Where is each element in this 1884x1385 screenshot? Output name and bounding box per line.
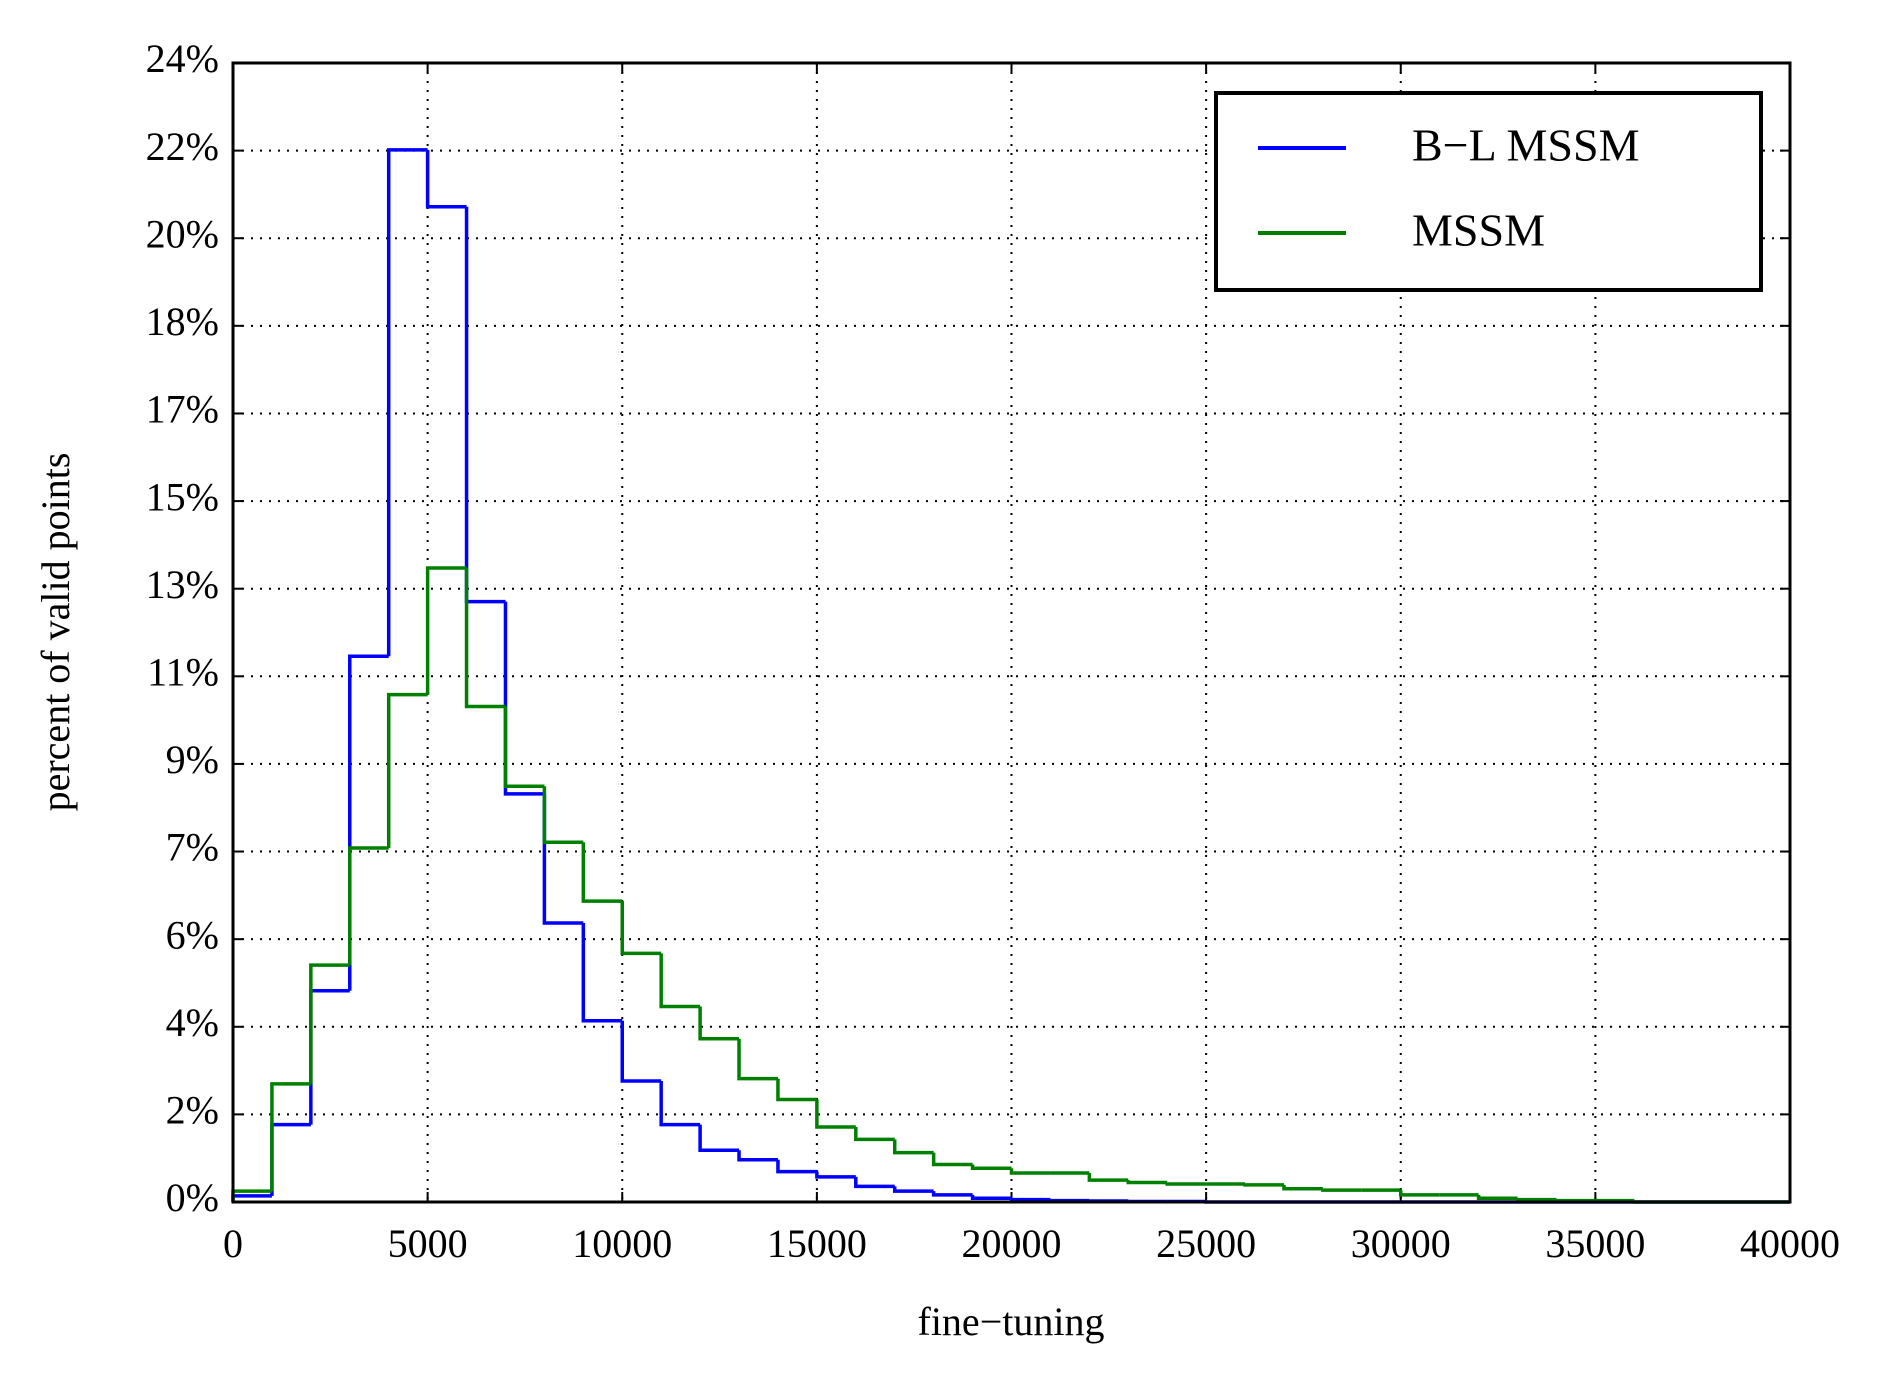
histogram-step: [1243, 1183, 1284, 1187]
y-tick-label: 7%: [166, 825, 219, 870]
histogram-step: [698, 1124, 740, 1153]
y-tick-label: 11%: [147, 649, 219, 694]
histogram-step: [503, 601, 545, 796]
histogram-step: [776, 1159, 817, 1174]
histogram-step: [425, 149, 467, 209]
x-tick-label: 5000: [388, 1221, 468, 1266]
histogram-step: [737, 1150, 778, 1162]
y-tick-label: 15%: [146, 474, 219, 519]
histogram-step: [386, 692, 428, 848]
x-axis-label: fine−tuning: [918, 1299, 1105, 1344]
x-tick-label: 20000: [962, 1221, 1062, 1266]
histogram-step: [1476, 1194, 1518, 1200]
y-tick-label: 22%: [146, 124, 219, 169]
legend-label: MSSM: [1412, 205, 1545, 256]
histogram-step: [776, 1078, 817, 1102]
histogram-step: [309, 989, 350, 1125]
legend-label: B−L MSSM: [1412, 120, 1639, 171]
histogram-step: [970, 1164, 1012, 1171]
histogram-step: [1515, 1197, 1557, 1202]
histogram-step: [1399, 1190, 1440, 1197]
histogram-step: [1321, 1188, 1362, 1192]
x-tick-label: 0: [223, 1221, 243, 1266]
histogram-step: [1165, 1182, 1207, 1186]
histogram-step: [659, 953, 701, 1009]
histogram-step: [815, 1099, 856, 1129]
x-tick-label: 35000: [1545, 1221, 1645, 1266]
histogram-step: [620, 1020, 662, 1083]
histogram-step: [270, 1122, 311, 1196]
x-tick-label: 10000: [572, 1221, 672, 1266]
y-tick-label: 6%: [166, 912, 219, 957]
histogram-step: [1554, 1198, 1596, 1203]
histogram-step: [815, 1171, 856, 1179]
histogram-step: [892, 1186, 934, 1193]
histogram-step: [854, 1176, 895, 1189]
histogram-step: [386, 148, 428, 657]
histogram-step: [425, 566, 467, 695]
y-tick-label: 4%: [166, 1000, 219, 1045]
y-tick-label: 9%: [166, 737, 219, 782]
histogram-step: [270, 1082, 311, 1192]
legend-box: [1214, 91, 1763, 292]
x-tick-label: 30000: [1351, 1221, 1451, 1266]
histogram-step: [348, 654, 389, 991]
histogram-step: [892, 1139, 934, 1155]
histogram-step: [1009, 1168, 1051, 1175]
y-tick-label: 0%: [166, 1175, 219, 1220]
histogram-step: [1282, 1184, 1323, 1191]
histogram-step: [698, 1006, 740, 1041]
histogram-step: [503, 706, 545, 789]
x-tick-label: 15000: [767, 1221, 867, 1266]
histogram-step: [931, 1152, 973, 1167]
histogram-step: [581, 842, 623, 903]
plot-frame: [231, 61, 1792, 1204]
histogram-step: [1087, 1173, 1129, 1182]
histogram-step: [931, 1191, 973, 1197]
histogram-step: [309, 963, 350, 1084]
histogram-step: [464, 567, 506, 709]
histogram-step: [464, 206, 506, 604]
histogram-step: [970, 1194, 1012, 1200]
y-tick-label: 2%: [166, 1088, 219, 1133]
y-tick-label: 13%: [146, 562, 219, 607]
y-tick-label: 24%: [146, 36, 219, 81]
histogram-step: [659, 1080, 701, 1127]
histogram-step: [542, 786, 584, 845]
histogram-step: [854, 1127, 895, 1142]
y-tick-label: 20%: [146, 211, 219, 256]
histogram-step: [1048, 1198, 1090, 1203]
histogram-step: [1009, 1197, 1051, 1202]
histogram-step: [542, 793, 584, 925]
histogram-step: [620, 901, 662, 956]
y-axis-label: percent of valid points: [33, 453, 78, 812]
y-tick-label: 18%: [146, 299, 219, 344]
histogram-step: [348, 846, 389, 966]
x-tick-label: 40000: [1740, 1221, 1840, 1266]
y-tick-label: 17%: [146, 387, 219, 432]
histogram-step: [581, 922, 623, 1023]
histogram-step: [737, 1038, 778, 1081]
histogram-step: [1126, 1180, 1168, 1185]
x-tick-label: 25000: [1156, 1221, 1256, 1266]
